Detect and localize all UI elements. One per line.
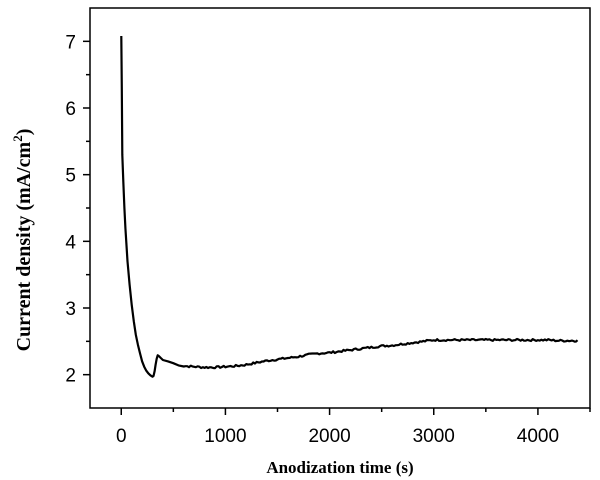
y-tick-label: 4 [65, 232, 76, 253]
x-tick-label: 0 [116, 426, 127, 447]
x-tick-label: 2000 [308, 426, 350, 447]
y-axis-title-suffix: ) [13, 129, 35, 136]
y-axis-title-main: Current density (mA/cm [13, 141, 35, 351]
tick-labels: 0 1000 2000 3000 4000 2 3 4 5 6 7 [65, 32, 559, 447]
x-tick-label: 4000 [517, 426, 559, 447]
x-tick-label: 3000 [413, 426, 455, 447]
y-axis-title-superscript: 2 [10, 135, 25, 142]
plot-frame [89, 7, 591, 409]
x-tick-label: 1000 [204, 426, 246, 447]
axis-ticks [83, 40, 591, 415]
y-tick-label: 5 [65, 166, 76, 187]
y-tick-label: 2 [65, 366, 76, 387]
y-tick-label: 3 [65, 299, 76, 320]
y-tick-label: 7 [65, 32, 76, 53]
y-axis-title: Current density (mA/cm2) [10, 129, 35, 352]
y-tick-label: 6 [65, 99, 76, 120]
series-line [120, 35, 579, 378]
x-axis-title: Anodization time (s) [266, 458, 413, 477]
